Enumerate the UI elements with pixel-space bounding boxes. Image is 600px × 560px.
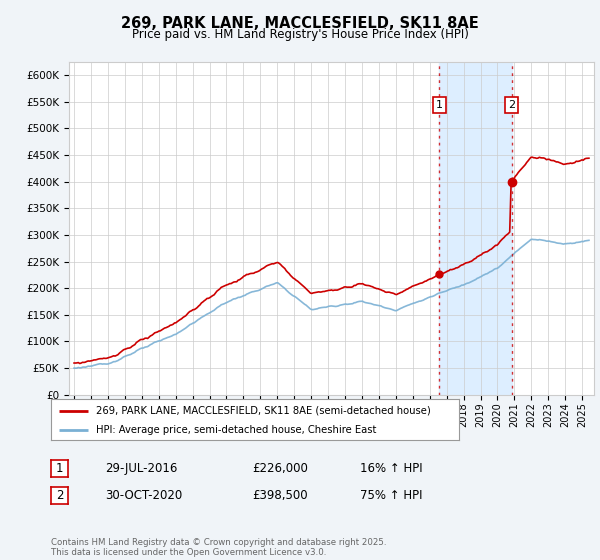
Text: 2: 2: [56, 489, 63, 502]
Text: 29-JUL-2016: 29-JUL-2016: [105, 462, 178, 475]
Text: 2: 2: [508, 100, 515, 110]
Text: £226,000: £226,000: [252, 462, 308, 475]
Bar: [439, 62, 512, 395]
Text: 1: 1: [436, 100, 443, 110]
Text: 16% ↑ HPI: 16% ↑ HPI: [360, 462, 422, 475]
Text: HPI: Average price, semi-detached house, Cheshire East: HPI: Average price, semi-detached house,…: [96, 424, 376, 435]
Text: Contains HM Land Registry data © Crown copyright and database right 2025.
This d: Contains HM Land Registry data © Crown c…: [51, 538, 386, 557]
Text: 269, PARK LANE, MACCLESFIELD, SK11 8AE (semi-detached house): 269, PARK LANE, MACCLESFIELD, SK11 8AE (…: [96, 405, 431, 416]
Text: Price paid vs. HM Land Registry's House Price Index (HPI): Price paid vs. HM Land Registry's House …: [131, 28, 469, 41]
Text: £398,500: £398,500: [252, 489, 308, 502]
Text: 269, PARK LANE, MACCLESFIELD, SK11 8AE: 269, PARK LANE, MACCLESFIELD, SK11 8AE: [121, 16, 479, 31]
Text: 30-OCT-2020: 30-OCT-2020: [105, 489, 182, 502]
Text: 75% ↑ HPI: 75% ↑ HPI: [360, 489, 422, 502]
Text: 1: 1: [56, 462, 63, 475]
